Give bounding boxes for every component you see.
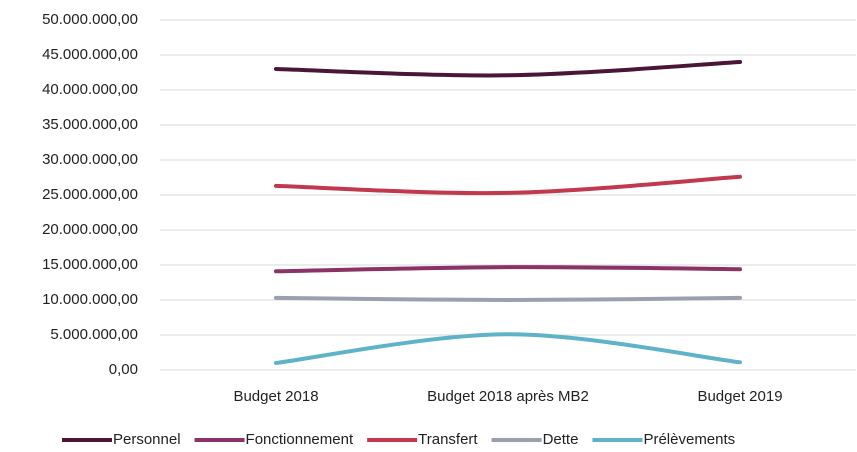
series-line (274, 295, 742, 303)
series-line (274, 60, 742, 78)
y-tick-label: 50.000.000,00 (42, 11, 138, 28)
x-tick-label: Budget 2018 (233, 388, 318, 405)
y-tick-label: 5.000.000,00 (50, 326, 138, 343)
x-tick-label: Budget 2019 (697, 388, 782, 405)
legend-label: Fonctionnement (246, 431, 354, 448)
y-tick-label: 45.000.000,00 (42, 46, 138, 63)
y-tick-label: 20.000.000,00 (42, 221, 138, 238)
y-tick-label: 10.000.000,00 (42, 291, 138, 308)
x-tick-label: Budget 2018 après MB2 (427, 388, 589, 405)
legend-label: Prélèvements (643, 431, 735, 448)
legend-label: Dette (543, 431, 579, 448)
series-line (274, 265, 742, 274)
y-tick-label: 40.000.000,00 (42, 81, 138, 98)
legend-label: Personnel (113, 431, 181, 448)
series-line (274, 174, 742, 196)
y-tick-label: 0,00 (109, 361, 138, 378)
y-tick-label: 15.000.000,00 (42, 256, 138, 273)
series-line (274, 332, 742, 365)
y-tick-label: 35.000.000,00 (42, 116, 138, 133)
y-tick-label: 25.000.000,00 (42, 186, 138, 203)
y-tick-label: 30.000.000,00 (42, 151, 138, 168)
legend-label: Transfert (418, 431, 478, 448)
